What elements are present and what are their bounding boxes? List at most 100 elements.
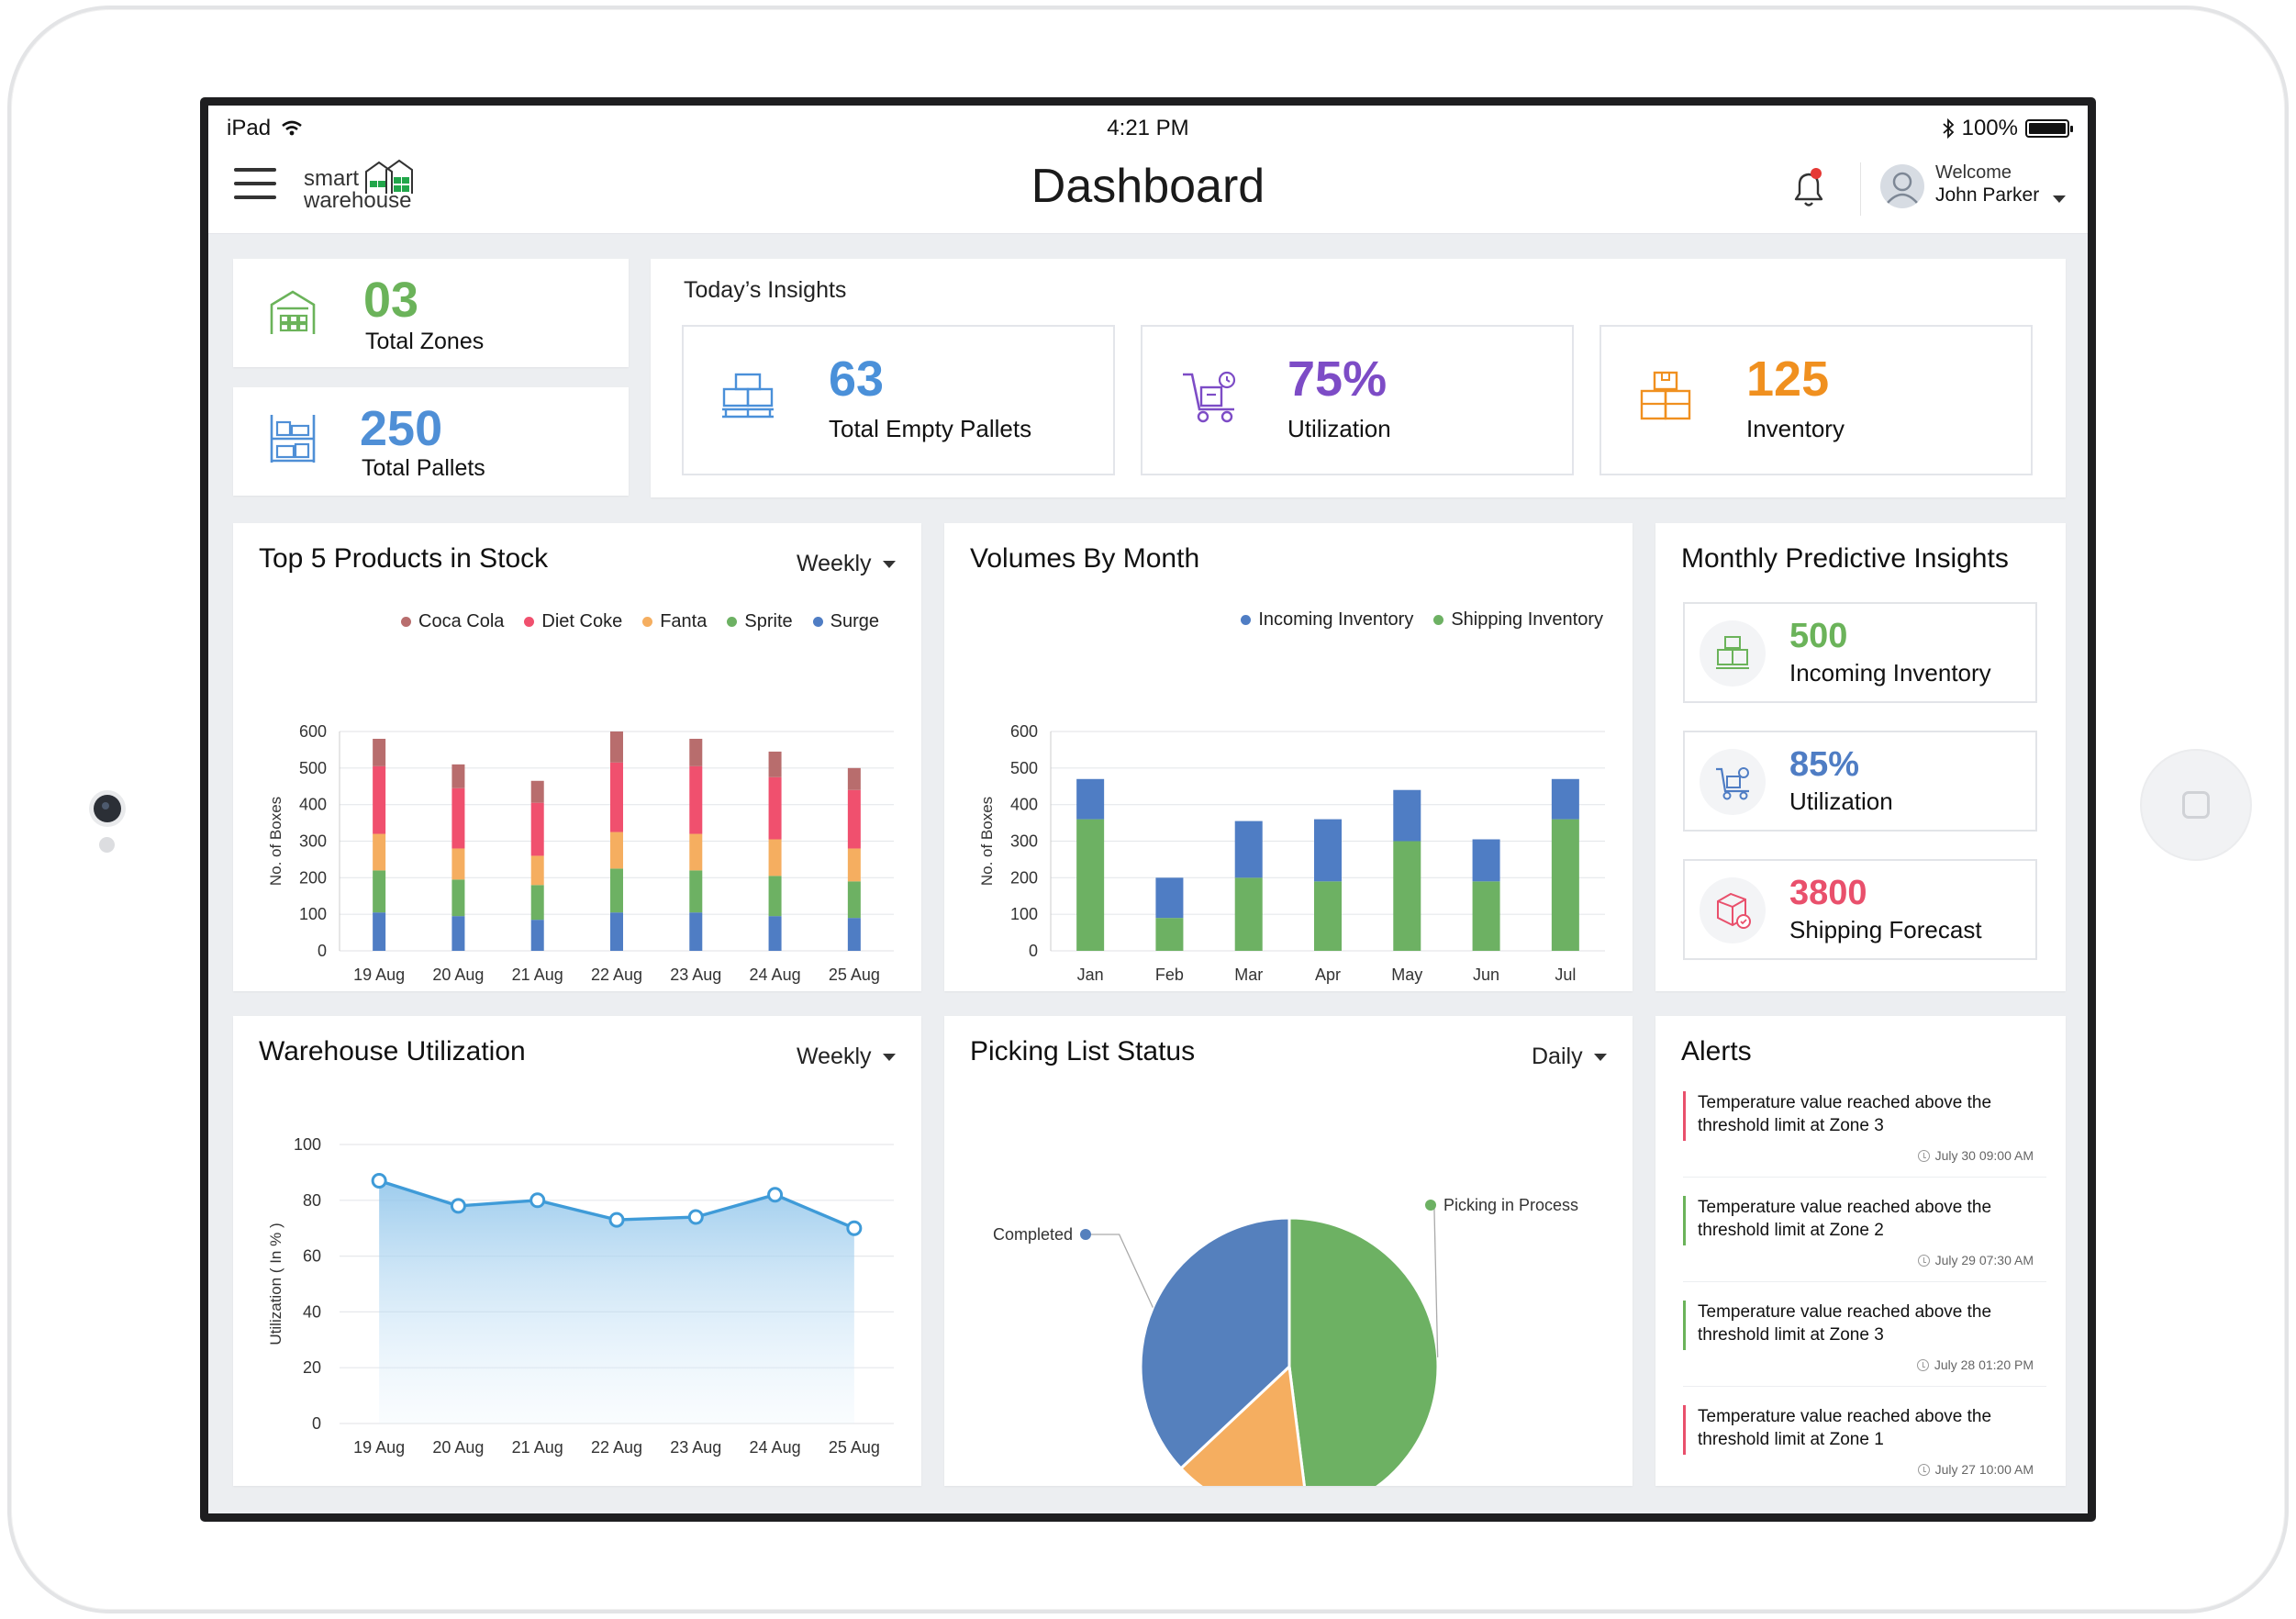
- x-tick-label: 21 Aug: [512, 1438, 563, 1457]
- legend-label: Shipping Inventory: [1451, 609, 1603, 630]
- y-tick-label: 400: [1010, 796, 1038, 814]
- battery-percent: 100%: [1961, 116, 2018, 140]
- chevron-down-icon: [2053, 195, 2066, 203]
- bar-segment: [610, 912, 623, 951]
- predictive-shipping-tile[interactable]: 3800 Shipping Forecast: [1683, 859, 2037, 960]
- legend-item: Fanta: [642, 611, 707, 632]
- bar-segment: [768, 876, 782, 917]
- y-tick-label: 100: [294, 1135, 321, 1154]
- inventory-tile[interactable]: 125 Inventory: [1599, 325, 2033, 475]
- empty-pallets-tile[interactable]: 63 Total Empty Pallets: [682, 325, 1115, 475]
- y-tick-label: 500: [299, 759, 327, 777]
- bar-segment: [1314, 881, 1342, 951]
- bar-segment: [451, 787, 465, 849]
- battery-icon: [2025, 119, 2073, 138]
- bar-segment: [768, 751, 782, 777]
- notification-bell-icon[interactable]: [1785, 164, 1833, 212]
- legend-swatch: [401, 617, 412, 627]
- legend-item: Incoming Inventory: [1241, 609, 1413, 631]
- clock-icon: [1917, 1254, 1930, 1267]
- page-title: Dashboard: [1031, 160, 1265, 213]
- bar-segment: [1234, 821, 1263, 878]
- inventory-value: 125: [1746, 352, 1830, 407]
- x-tick-label: 23 Aug: [670, 1438, 721, 1457]
- data-point: [846, 1220, 863, 1236]
- y-tick-label: 300: [1010, 832, 1038, 851]
- home-button[interactable]: [2142, 751, 2250, 859]
- todays-insights-title: Today’s Insights: [684, 277, 847, 303]
- x-tick-label: 24 Aug: [750, 966, 801, 984]
- y-tick-label: 40: [303, 1302, 321, 1321]
- predictive-incoming-tile[interactable]: 500 Incoming Inventory: [1683, 602, 2037, 703]
- clock-icon: [1917, 1463, 1930, 1476]
- alert-message: Temperature value reached above the thre…: [1698, 1302, 1992, 1345]
- x-tick-label: 22 Aug: [591, 1438, 642, 1457]
- utilization-period-dropdown[interactable]: Weekly: [797, 1044, 896, 1070]
- pallet-icon: [722, 373, 774, 419]
- y-tick-label: 600: [1010, 722, 1038, 741]
- bar-segment: [1393, 841, 1421, 951]
- legend-item: Coca Cola: [401, 611, 504, 632]
- y-tick-label: 0: [318, 942, 327, 960]
- menu-icon[interactable]: [234, 168, 276, 205]
- bar-segment: [847, 789, 861, 849]
- app-logo[interactable]: smart warehouse: [304, 159, 432, 218]
- x-tick-label: 20 Aug: [432, 966, 484, 984]
- predictive-shipping-label: Shipping Forecast: [1789, 916, 1982, 943]
- slice-label: Picking in Process: [1443, 1196, 1578, 1214]
- alert-item[interactable]: Temperature value reached above the thre…: [1683, 1196, 2046, 1282]
- device-name: iPad: [227, 116, 272, 140]
- predictive-shipping-value: 3800: [1789, 874, 1867, 912]
- bar-segment: [451, 916, 465, 951]
- bar-segment: [1551, 819, 1579, 951]
- total-pallets-value: 250: [360, 401, 443, 456]
- user-name: John Parker: [1935, 184, 2040, 206]
- legend-item: Diet Coke: [524, 611, 622, 632]
- x-tick-label: Apr: [1315, 966, 1341, 984]
- total-zones-card: 03 Total Zones: [233, 259, 629, 367]
- shipping-box-icon: [1700, 877, 1766, 943]
- alert-item[interactable]: Temperature value reached above the thre…: [1683, 1301, 2046, 1387]
- picking-period-dropdown[interactable]: Daily: [1532, 1044, 1607, 1070]
- y-axis-label: No. of Boxes: [267, 797, 284, 886]
- top-products-card: Top 5 Products in Stock Weekly Coca Cola…: [233, 523, 921, 991]
- legend-label: Fanta: [660, 611, 708, 631]
- bar-segment: [373, 738, 386, 766]
- bar-segment: [610, 868, 623, 913]
- legend-swatch: [642, 617, 653, 627]
- alert-message: Temperature value reached above the thre…: [1698, 1198, 1992, 1240]
- alert-item[interactable]: Temperature value reached above the thre…: [1683, 1091, 2046, 1178]
- user-menu[interactable]: Welcome John Parker: [1880, 159, 2082, 219]
- predictive-insights-title: Monthly Predictive Insights: [1681, 543, 2009, 574]
- y-tick-label: 200: [299, 868, 327, 887]
- bar-segment: [373, 912, 386, 951]
- app-header: smart warehouse Dashboard Welcome John P…: [208, 146, 2088, 234]
- picking-status-pie: Picking in ProcessPickup DelayedComplete…: [993, 1196, 1578, 1486]
- x-tick-label: 24 Aug: [750, 1438, 801, 1457]
- utilization-tile[interactable]: 75% Utilization: [1141, 325, 1574, 475]
- bar-segment: [530, 802, 544, 856]
- legend-label: Surge: [830, 611, 879, 631]
- camera-sensor: [99, 837, 115, 853]
- top-products-period-dropdown[interactable]: Weekly: [797, 551, 896, 577]
- incoming-boxes-icon: [1700, 620, 1766, 687]
- area-fill: [379, 1180, 854, 1424]
- bar-segment: [451, 764, 465, 788]
- alert-item[interactable]: Temperature value reached above the thre…: [1683, 1405, 2046, 1491]
- picking-status-card: Picking List Status Daily Picking in Pro…: [944, 1016, 1633, 1486]
- utilization-value: 75%: [1287, 352, 1388, 407]
- bar-segment: [1076, 778, 1105, 820]
- data-point: [371, 1173, 387, 1189]
- front-camera: [94, 795, 121, 822]
- legend-swatch: [812, 617, 823, 627]
- bar-segment: [451, 848, 465, 880]
- pie-slice: [1287, 1216, 1440, 1486]
- y-tick-label: 100: [299, 905, 327, 923]
- x-tick-label: 25 Aug: [829, 966, 880, 984]
- predictive-utilization-tile[interactable]: 85% Utilization: [1683, 731, 2037, 832]
- y-tick-label: 60: [303, 1247, 321, 1266]
- hand-truck-icon: [1183, 371, 1236, 423]
- bar-segment: [610, 731, 623, 763]
- bar-segment: [768, 776, 782, 840]
- warehouse-utilization-card: Warehouse Utilization Weekly 0 20 40 60 80 10…: [233, 1016, 921, 1486]
